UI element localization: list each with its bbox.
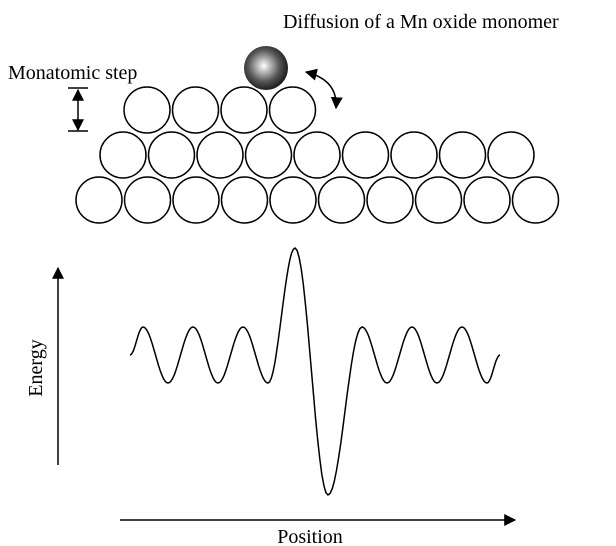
atom <box>123 86 171 134</box>
energy-curve <box>129 246 501 497</box>
diffusion-arrow <box>304 68 343 110</box>
monomer <box>244 46 288 90</box>
atom <box>317 176 366 224</box>
atom <box>487 131 535 179</box>
atom <box>220 86 268 134</box>
atom <box>511 176 560 224</box>
atom <box>75 176 123 224</box>
atom <box>123 176 172 224</box>
atom <box>147 131 196 179</box>
atom <box>244 131 293 179</box>
atom <box>99 131 147 179</box>
atom <box>438 131 487 179</box>
atom <box>463 176 511 224</box>
atom <box>390 131 438 179</box>
atom <box>341 131 390 179</box>
atom <box>293 131 341 179</box>
atom <box>172 176 220 224</box>
atom-layers <box>75 86 560 224</box>
y-axis-label: Energy <box>25 339 47 396</box>
atom <box>366 176 414 224</box>
atom <box>196 131 244 179</box>
atom <box>414 176 463 224</box>
step-label: Monatomic step <box>8 62 137 84</box>
atom <box>268 86 317 134</box>
atom <box>171 86 220 134</box>
title: Diffusion of a Mn oxide monomer <box>283 11 559 33</box>
atom <box>269 176 317 224</box>
atom <box>220 176 269 224</box>
x-axis-label: Position <box>277 526 343 546</box>
